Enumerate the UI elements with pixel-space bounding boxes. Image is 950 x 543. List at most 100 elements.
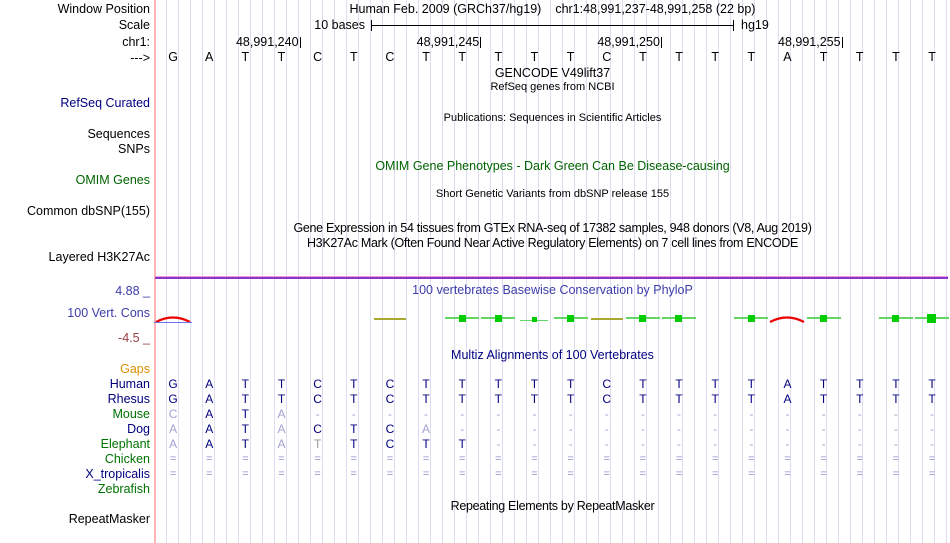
alignment-base: T xyxy=(277,377,286,391)
alignment-species-label-zebrafish[interactable]: Zebrafish xyxy=(97,482,150,496)
alignment-base: T xyxy=(422,437,430,451)
alignment-base: = xyxy=(748,453,755,465)
alignment-species-label-mouse[interactable]: Mouse xyxy=(112,407,150,421)
alignment-base: T xyxy=(458,377,466,391)
alignment-base: T xyxy=(747,392,755,406)
track-title-dbsnp[interactable]: Short Genetic Variants from dbSNP releas… xyxy=(435,188,670,200)
phylop-positive-square xyxy=(494,314,502,322)
track-label-layered-h3k27ac[interactable]: Layered H3K27Ac xyxy=(48,250,150,264)
phylop-positive-square xyxy=(458,314,466,322)
track-label-omim-genes[interactable]: OMIM Genes xyxy=(75,173,150,187)
scale-label: Scale xyxy=(118,18,150,32)
alignment-base: T xyxy=(639,392,647,406)
alignment-species-label-gaps[interactable]: Gaps xyxy=(120,362,150,376)
alignment-base: = xyxy=(350,453,357,465)
track-title-phylop[interactable]: 100 vertebrates Basewise Conservation by… xyxy=(412,283,693,297)
sequence-base: A xyxy=(205,50,214,64)
alignment-base: A xyxy=(205,377,214,391)
alignment-species-label-dog[interactable]: Dog xyxy=(127,422,150,436)
alignment-base: = xyxy=(820,453,827,465)
column-gridlines xyxy=(155,0,950,543)
ruler-tick xyxy=(299,37,301,48)
track-title-repeatmasker[interactable]: Repeating Elements by RepeatMasker xyxy=(450,499,655,513)
track-label-repeatmasker[interactable]: RepeatMasker xyxy=(68,512,150,526)
alignment-base: - xyxy=(713,407,718,421)
track-separator-line xyxy=(155,276,948,279)
cons-axis-max: 4.88 _ xyxy=(115,284,150,298)
track-label-vert-cons[interactable]: 100 Vert. Cons xyxy=(67,306,150,320)
alignment-base: = xyxy=(314,468,321,480)
alignment-base: = xyxy=(639,468,647,480)
track-title-h3k27ac[interactable]: H3K27Ac Mark (Often Found Near Active Re… xyxy=(306,236,799,250)
scale-bar-right-tick xyxy=(733,20,734,31)
alignment-base: - xyxy=(387,407,392,421)
alignment-base: - xyxy=(532,437,537,451)
alignment-base: T xyxy=(928,377,936,391)
track-title-refseq[interactable]: RefSeq genes from NCBI xyxy=(490,81,615,93)
track-title-gtex[interactable]: Gene Expression in 54 tissues from GTEx … xyxy=(293,221,812,235)
window-position-label: Window Position xyxy=(57,2,150,16)
phylop-positive-square xyxy=(820,314,828,322)
track-label-sequences[interactable]: Sequences xyxy=(87,127,150,141)
phylop-positive-square xyxy=(675,314,683,322)
alignment-base: - xyxy=(640,437,645,451)
alignment-base: = xyxy=(856,453,863,465)
alignment-base: = xyxy=(242,468,249,480)
alignment-base: = xyxy=(711,453,719,465)
track-label-common-dbsnp[interactable]: Common dbSNP(155) xyxy=(27,204,150,218)
alignment-base: T xyxy=(458,437,466,451)
ruler-position-number: 48,991,240 xyxy=(235,35,299,49)
alignment-base: - xyxy=(677,407,682,421)
alignment-base: = xyxy=(386,468,394,480)
sequence-base: G xyxy=(168,50,178,64)
track-title-gencode[interactable]: GENCODE V49lift37 xyxy=(494,66,611,80)
alignment-row-chicken: = = = = = = = = = = = = = = = = = = = = = = xyxy=(155,452,950,466)
alignment-base: - xyxy=(351,407,356,421)
track-label-refseq-curated[interactable]: RefSeq Curated xyxy=(60,96,150,110)
track-title-multiz[interactable]: Multiz Alignments of 100 Vertebrates xyxy=(451,348,654,362)
alignment-base: - xyxy=(821,407,826,421)
alignment-species-label-chicken[interactable]: Chicken xyxy=(104,452,150,466)
alignment-base: - xyxy=(604,422,609,436)
alignment-base: = xyxy=(675,453,683,465)
position-range: chr1:48,991,237-48,991,258 (22 bp) xyxy=(555,2,756,16)
alignment-base: = xyxy=(928,453,936,465)
phylop-negative-peak xyxy=(155,316,191,323)
sequence-base: T xyxy=(855,50,864,64)
alignment-species-label-rhesus[interactable]: Rhesus xyxy=(107,392,150,406)
alignment-species-label-human[interactable]: Human xyxy=(109,377,150,391)
sequence-base: C xyxy=(602,50,612,64)
alignment-base: T xyxy=(277,392,286,406)
alignment-base: A xyxy=(205,422,214,436)
alignment-base: = xyxy=(639,453,647,465)
alignment-base: - xyxy=(640,407,645,421)
alignment-base: = xyxy=(892,468,900,480)
alignment-base: A xyxy=(783,392,792,406)
alignment-base: = xyxy=(603,468,610,480)
alignment-base: = xyxy=(205,468,213,480)
alignment-base: T xyxy=(675,377,683,391)
ruler-tick xyxy=(660,37,662,48)
strand-arrow-label[interactable]: ---> xyxy=(130,51,150,65)
alignment-base: = xyxy=(567,453,574,465)
scale-value: 10 bases xyxy=(314,18,365,32)
track-label-snps[interactable]: SNPs xyxy=(118,142,150,156)
ruler-tick xyxy=(841,37,843,48)
alignment-species-label-x_tropicalis[interactable]: X_tropicalis xyxy=(85,467,150,481)
alignment-base: T xyxy=(350,437,358,451)
alignment-base: - xyxy=(677,422,682,436)
alignment-base: - xyxy=(496,437,501,451)
track-title-publications[interactable]: Publications: Sequences in Scientific Ar… xyxy=(443,112,662,124)
alignment-base: T xyxy=(422,392,430,406)
alignment-base: C xyxy=(385,392,395,406)
phylop-positive-square xyxy=(892,314,900,322)
alignment-base: C xyxy=(313,422,322,436)
alignment-base: = xyxy=(856,468,863,480)
alignment-base: - xyxy=(496,407,501,421)
alignment-base: = xyxy=(242,453,249,465)
alignment-species-label-elephant[interactable]: Elephant xyxy=(100,437,150,451)
alignment-base: C xyxy=(602,392,612,406)
track-title-omim[interactable]: OMIM Gene Phenotypes - Dark Green Can Be… xyxy=(375,159,730,173)
